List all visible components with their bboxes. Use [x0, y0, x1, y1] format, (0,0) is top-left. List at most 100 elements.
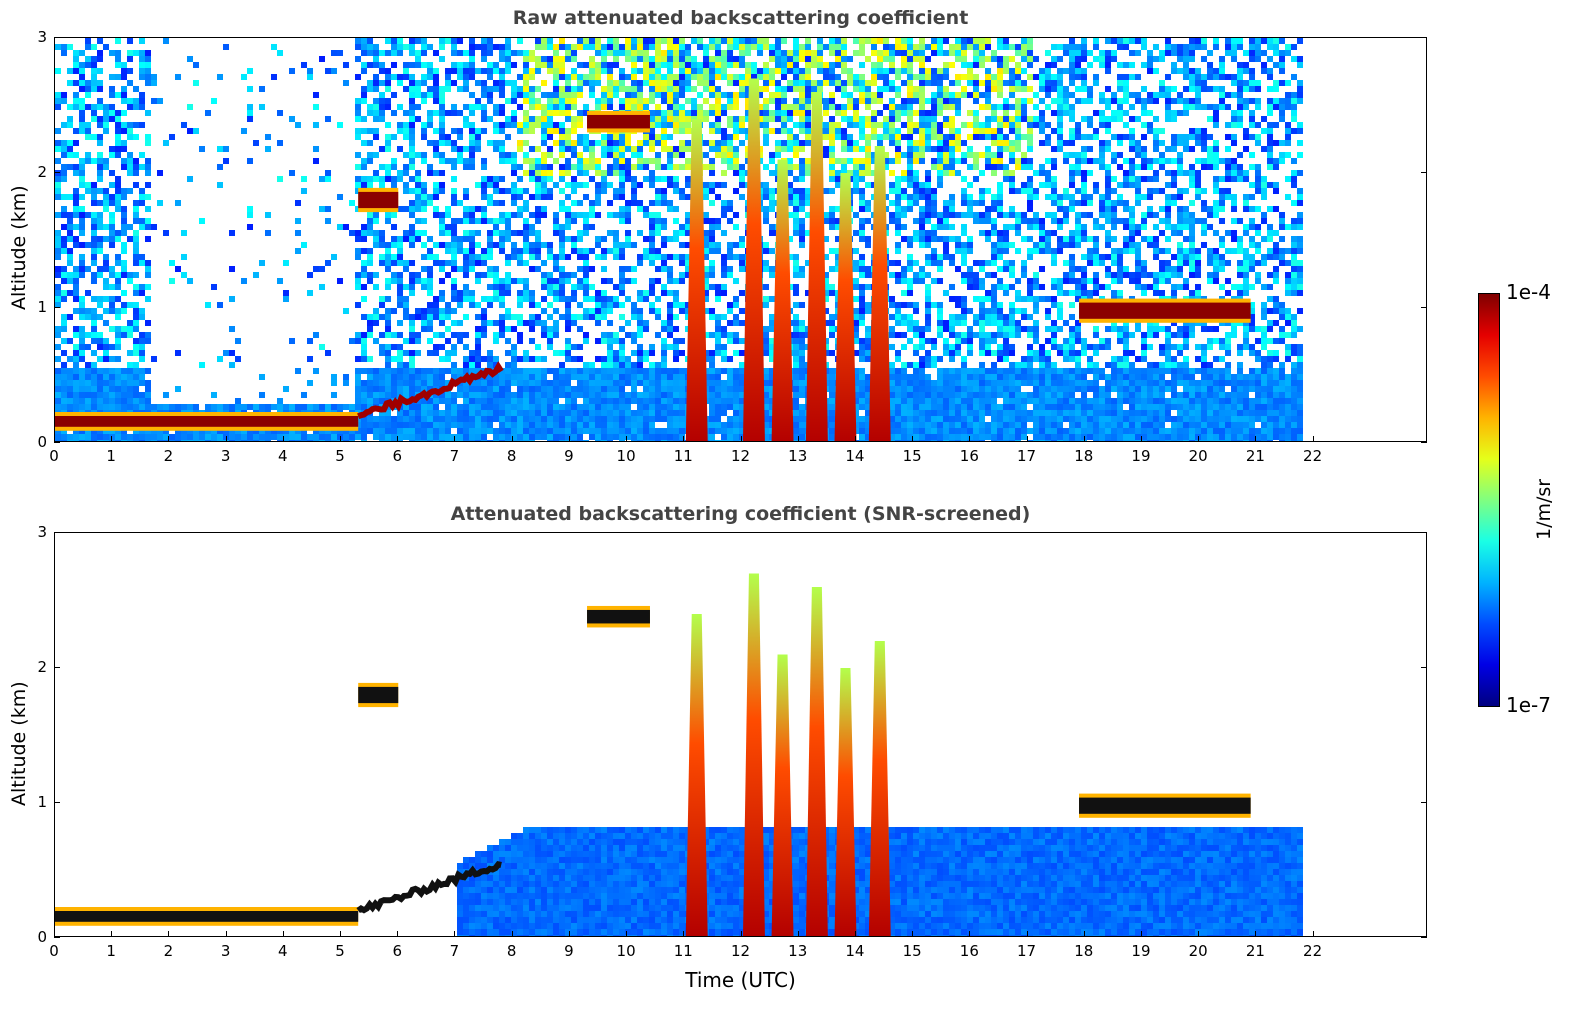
precip-column [742, 78, 765, 441]
colorbar [1478, 293, 1500, 707]
x-tick-label: 6 [392, 447, 403, 465]
top-heatmap-plot [55, 38, 1303, 441]
x-tick-mark [1255, 436, 1257, 442]
y-tick-label: 1 [37, 793, 47, 811]
x-tick-label: 8 [506, 447, 517, 465]
x-tick-label: 19 [1131, 942, 1151, 960]
x-tick-label: 0 [49, 447, 59, 465]
x-tick-label: 18 [1074, 942, 1094, 960]
x-tick-mark [1026, 436, 1028, 442]
x-tick-mark [340, 436, 342, 442]
x-tick-label: 20 [1188, 942, 1208, 960]
y-tick-mark [54, 532, 60, 533]
x-tick-label: 5 [335, 447, 345, 465]
x-tick-mark [797, 931, 799, 937]
x-tick-label: 9 [564, 447, 574, 465]
x-tick-mark [397, 931, 399, 937]
y-tick-label: 3 [37, 28, 47, 46]
x-tick-label: 8 [506, 942, 517, 960]
x-tick-mark [111, 436, 113, 442]
y-tick-mark [1421, 442, 1427, 443]
precip-columns [685, 573, 891, 936]
y-tick-mark [1421, 802, 1427, 803]
x-tick-mark [1255, 931, 1257, 937]
x-tick-label: 11 [673, 447, 693, 465]
x-tick-label: 3 [220, 942, 231, 960]
x-tick-label: 20 [1188, 447, 1208, 465]
x-tick-label: 1 [106, 942, 116, 960]
x-tick-mark [1083, 436, 1085, 442]
x-tick-mark [912, 931, 914, 937]
layer-boundary-layer [55, 911, 359, 922]
layer-boundary-layer [55, 416, 359, 427]
precip-column [742, 573, 765, 936]
x-tick-label: 16 [959, 942, 979, 960]
bottom-chart-title: Attenuated backscattering coefficient (S… [450, 503, 1031, 525]
x-tick-label: 16 [959, 447, 979, 465]
x-tick-mark [1312, 931, 1314, 937]
x-tick-label: 1 [106, 447, 116, 465]
x-tick-mark [1140, 931, 1142, 937]
x-tick-label: 4 [278, 447, 288, 465]
x-tick-mark [111, 931, 113, 937]
y-tick-mark [1421, 307, 1427, 308]
bottom-heatmap-panel [54, 532, 1427, 937]
x-tick-label: 13 [788, 447, 808, 465]
precip-column [805, 92, 828, 441]
precip-column [868, 146, 891, 441]
x-tick-mark [511, 436, 513, 442]
x-tick-mark [225, 931, 227, 937]
x-tick-mark [1140, 436, 1142, 442]
y-tick-mark [54, 37, 60, 38]
bottom-heatmap-plot [55, 573, 1303, 936]
x-tick-mark [1198, 931, 1200, 937]
top-y-axis-label: Altitude (km) [8, 185, 30, 310]
x-tick-label: 17 [1016, 942, 1037, 960]
x-tick-mark [568, 436, 570, 442]
y-tick-label: 1 [37, 298, 47, 316]
x-tick-label: 19 [1131, 447, 1151, 465]
x-tick-mark [397, 436, 399, 442]
x-tick-label: 4 [278, 942, 288, 960]
precip-column [805, 587, 828, 936]
x-tick-mark [854, 931, 856, 937]
heatmap-layers [55, 110, 1251, 431]
bottom-y-axis-label: Altitude (km) [8, 681, 30, 806]
x-tick-label: 9 [564, 942, 574, 960]
layer-elevated-cloud [358, 191, 399, 209]
y-tick-mark [54, 442, 60, 443]
x-tick-label: 10 [616, 942, 636, 960]
x-tick-mark [912, 436, 914, 442]
precip-column [868, 641, 891, 936]
x-tick-mark [969, 931, 971, 937]
precip-column [685, 614, 708, 936]
x-tick-mark [454, 436, 456, 442]
y-tick-mark [1421, 172, 1427, 173]
x-tick-label: 14 [845, 447, 865, 465]
x-tick-label: 22 [1303, 447, 1323, 465]
x-tick-label: 0 [49, 942, 59, 960]
x-tick-mark [54, 436, 55, 442]
colorbar-min-label: 1e-7 [1506, 693, 1551, 717]
x-tick-label: 13 [788, 942, 808, 960]
layer-elevated-cloud [587, 609, 650, 624]
layer-cloud-layer [1079, 302, 1251, 319]
x-tick-mark [1198, 436, 1200, 442]
x-tick-label: 10 [616, 447, 636, 465]
x-tick-mark [740, 436, 742, 442]
y-tick-mark [1421, 937, 1427, 938]
precip-column [771, 159, 794, 441]
x-tick-label: 22 [1303, 942, 1323, 960]
precip-column [685, 119, 708, 441]
y-tick-label: 3 [37, 523, 47, 541]
x-tick-label: 5 [335, 942, 345, 960]
top-heatmap-panel [54, 37, 1427, 442]
y-tick-mark [1421, 667, 1427, 668]
heatmap-layers [55, 605, 1251, 926]
x-tick-label: 21 [1245, 447, 1265, 465]
y-tick-mark [54, 172, 60, 173]
x-tick-label: 7 [449, 942, 460, 960]
x-tick-label: 15 [902, 942, 922, 960]
x-tick-mark [626, 931, 628, 937]
x-tick-mark [282, 436, 284, 442]
